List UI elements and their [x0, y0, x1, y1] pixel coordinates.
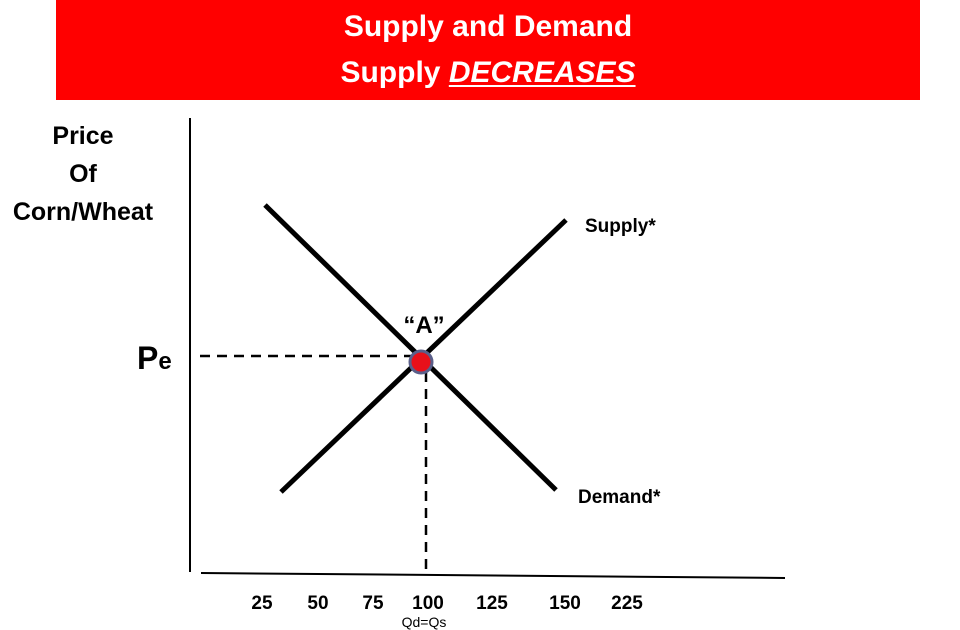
x-tick-label: 25: [251, 593, 273, 614]
equilibrium-point: [408, 349, 434, 375]
title-banner: Supply and Demand Supply DECREASES: [56, 0, 920, 100]
chart-title: Supply and Demand: [343, 10, 633, 43]
y-axis-label-line-3: Corn/Wheat: [12, 198, 154, 226]
chart-subtitle: Supply DECREASES: [56, 55, 920, 91]
y-axis-label-line-1: Price: [52, 122, 114, 150]
x-tick-label: 100: [412, 593, 444, 614]
y-axis-label-line-2: Of: [69, 160, 97, 188]
x-tick-label: 50: [307, 593, 328, 614]
x-tick-label: 75: [362, 593, 384, 614]
x-axis: [200, 572, 786, 579]
subtitle-prefix: Supply: [340, 56, 449, 89]
x-tick-label: 150: [549, 593, 581, 614]
demand-curve-label: Demand*: [578, 487, 661, 508]
x-tick-label: 125: [476, 593, 508, 614]
x-tick-label: 225: [611, 593, 643, 614]
demand-curve: [263, 203, 558, 492]
equilibrium-point-label: “A”: [403, 312, 444, 339]
equilibrium-price-subscript: e: [158, 348, 172, 375]
equilibrium-price-main: P: [137, 340, 159, 376]
subtitle-emphasis: DECREASES: [448, 56, 636, 89]
equilibrium-price-label: Pe: [137, 338, 172, 382]
supply-curve-label: Supply*: [585, 216, 656, 237]
y-axis-label: Price Of Corn/Wheat: [0, 117, 166, 231]
equilibrium-quantity-label: Qd=Qs: [402, 614, 447, 630]
